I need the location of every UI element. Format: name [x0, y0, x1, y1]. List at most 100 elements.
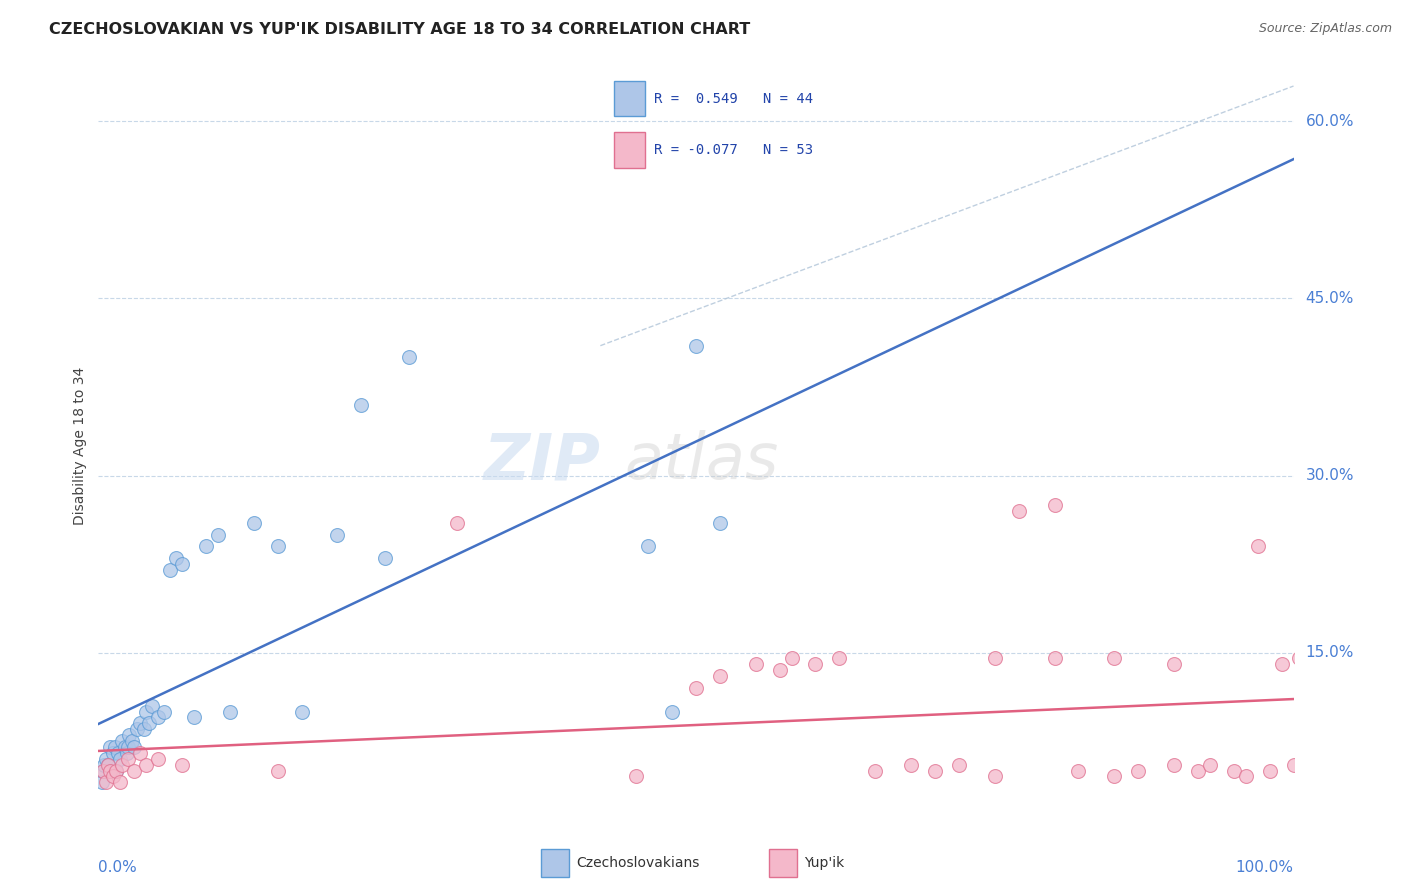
Bar	[614, 132, 645, 168]
Text: 30.0%: 30.0%	[1306, 468, 1354, 483]
Point	[101, 746, 124, 760]
Point	[117, 752, 139, 766]
Point	[1223, 764, 1246, 778]
Point	[626, 769, 648, 783]
Point	[138, 716, 160, 731]
Text: 15.0%: 15.0%	[1306, 645, 1354, 660]
Text: R = -0.077   N = 53: R = -0.077 N = 53	[654, 143, 813, 157]
Point	[709, 669, 731, 683]
Point	[98, 764, 122, 778]
Bar	[769, 849, 797, 877]
Point	[267, 539, 290, 553]
Point	[111, 734, 134, 748]
Point	[94, 775, 117, 789]
Point	[984, 769, 1007, 783]
Point	[105, 764, 128, 778]
Point	[219, 705, 242, 719]
Point	[97, 757, 120, 772]
Point	[117, 739, 139, 754]
Point	[121, 734, 143, 748]
Point	[108, 752, 131, 766]
Point	[1282, 757, 1305, 772]
Text: Yup'ik: Yup'ik	[804, 856, 845, 870]
Point	[780, 651, 803, 665]
Point	[769, 663, 792, 677]
Point	[141, 698, 163, 713]
Text: Czechoslovakians: Czechoslovakians	[576, 856, 700, 870]
Point	[135, 757, 157, 772]
Point	[685, 681, 707, 695]
Text: ZIP: ZIP	[484, 430, 600, 492]
Point	[107, 746, 129, 760]
Point	[924, 764, 946, 778]
Point	[172, 757, 194, 772]
Point	[350, 398, 373, 412]
Point	[1043, 498, 1066, 512]
Point	[135, 705, 157, 719]
Point	[804, 657, 827, 672]
Point	[104, 739, 127, 754]
Point	[91, 775, 114, 789]
Point	[1128, 764, 1150, 778]
Point	[129, 746, 152, 760]
Point	[984, 651, 1007, 665]
Point	[148, 710, 170, 724]
Point	[374, 551, 396, 566]
Point	[1247, 539, 1270, 553]
Point	[153, 705, 176, 719]
Text: Source: ZipAtlas.com: Source: ZipAtlas.com	[1258, 22, 1392, 36]
Point	[1306, 764, 1329, 778]
Point	[125, 723, 148, 737]
Point	[111, 757, 134, 772]
Point	[97, 757, 120, 772]
Point	[661, 705, 683, 719]
Point	[267, 764, 290, 778]
Point	[1008, 504, 1031, 518]
Point	[129, 716, 152, 731]
Point	[148, 752, 170, 766]
Point	[745, 657, 768, 672]
Point	[865, 764, 887, 778]
Y-axis label: Disability Age 18 to 34: Disability Age 18 to 34	[73, 367, 87, 525]
Point	[172, 557, 194, 571]
Point	[101, 769, 124, 783]
Text: 0.0%: 0.0%	[98, 860, 138, 875]
Point	[1271, 657, 1294, 672]
Point	[685, 339, 707, 353]
Point	[398, 351, 420, 365]
Text: 45.0%: 45.0%	[1306, 291, 1354, 306]
Point	[1312, 757, 1334, 772]
Point	[114, 739, 136, 754]
Point	[195, 539, 218, 553]
Text: atlas: atlas	[624, 430, 779, 492]
Point	[1319, 551, 1341, 566]
Point	[1043, 651, 1066, 665]
Point	[1067, 764, 1090, 778]
Point	[91, 764, 114, 778]
Point	[183, 710, 205, 724]
Point	[115, 746, 138, 760]
Text: R =  0.549   N = 44: R = 0.549 N = 44	[654, 92, 813, 105]
Point	[1301, 757, 1323, 772]
Point	[948, 757, 970, 772]
Bar	[614, 81, 645, 116]
Point	[1104, 769, 1126, 783]
Point	[1163, 657, 1185, 672]
Point	[900, 757, 922, 772]
Point	[118, 728, 141, 742]
Point	[1288, 651, 1310, 665]
Bar	[541, 849, 569, 877]
Point	[124, 739, 146, 754]
Text: 100.0%: 100.0%	[1236, 860, 1294, 875]
Point	[159, 563, 181, 577]
Point	[165, 551, 187, 566]
Point	[709, 516, 731, 530]
Point	[93, 757, 115, 772]
Text: 60.0%: 60.0%	[1306, 114, 1354, 129]
Point	[105, 764, 128, 778]
Point	[98, 739, 122, 754]
Point	[124, 764, 146, 778]
Point	[91, 764, 114, 778]
Point	[1163, 757, 1185, 772]
Point	[828, 651, 851, 665]
